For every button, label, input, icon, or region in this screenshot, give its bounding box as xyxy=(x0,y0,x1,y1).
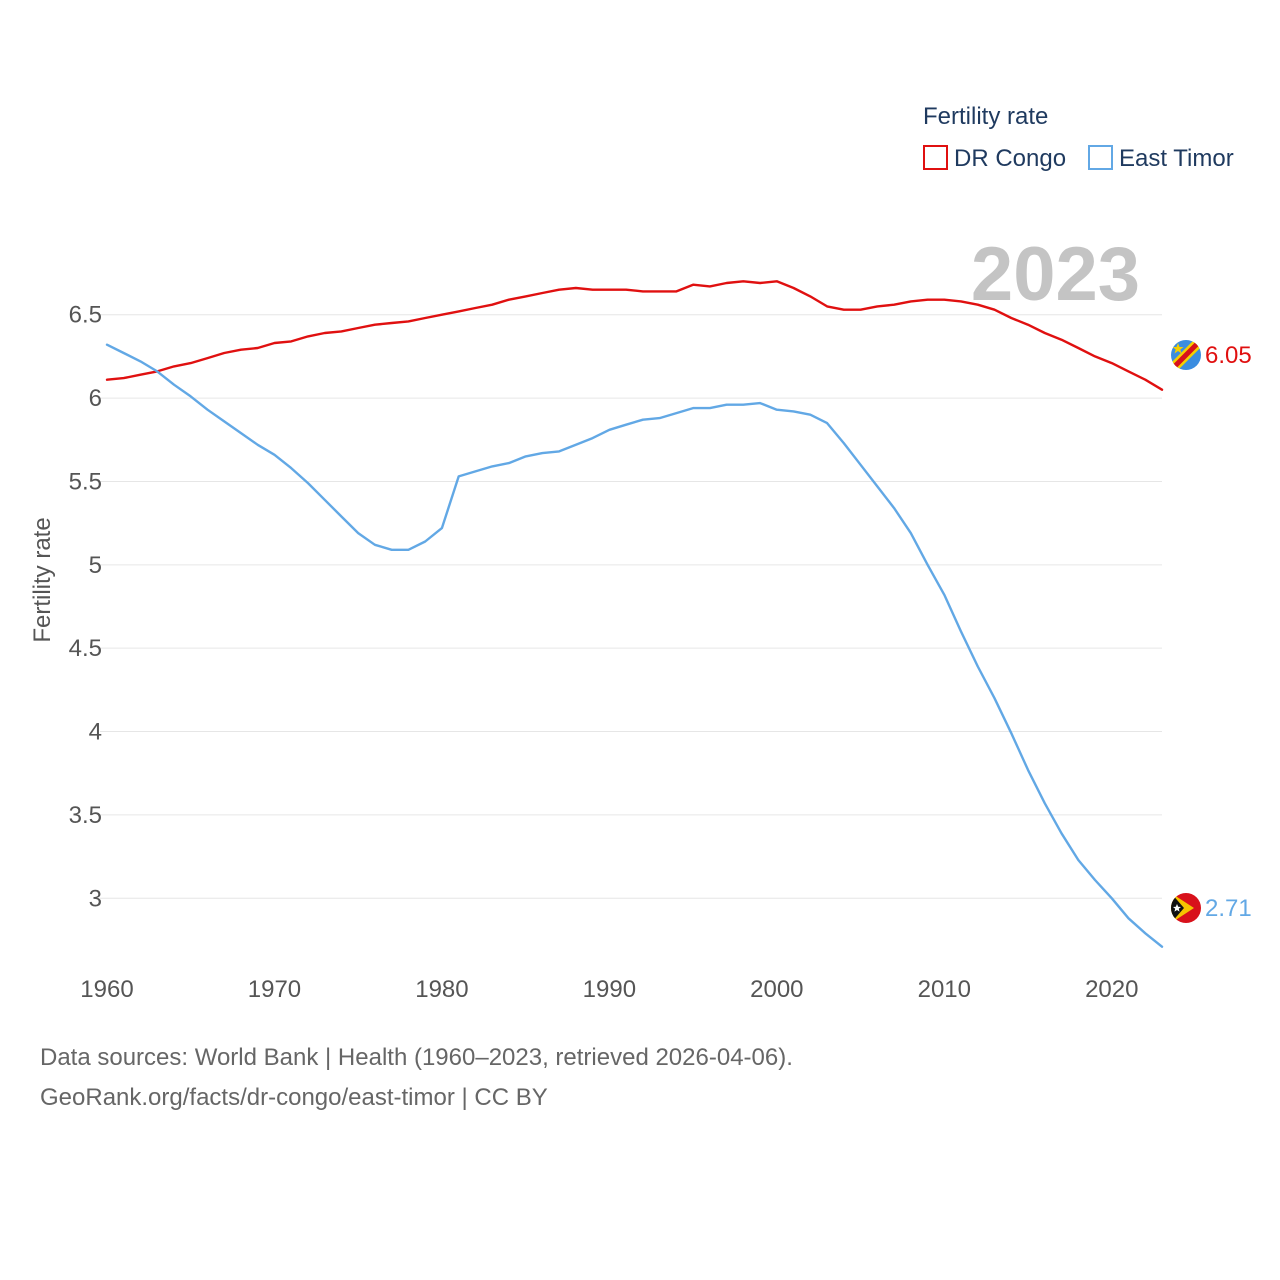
y-tick-label: 5 xyxy=(89,552,102,579)
y-tick-label: 6.5 xyxy=(69,302,102,329)
legend-swatch-dr-congo xyxy=(923,145,948,170)
x-axis-ticks: 1960 1970 1980 1990 2000 2010 2020 xyxy=(80,976,1138,1003)
end-label-east-timor: 2.71 xyxy=(1205,895,1252,922)
x-tick-label: 1980 xyxy=(415,976,468,1003)
x-tick-label: 2010 xyxy=(918,976,971,1003)
grid-lines xyxy=(100,314,1162,899)
x-tick-label: 2020 xyxy=(1085,976,1138,1003)
y-axis-title: Fertility rate xyxy=(29,517,56,642)
x-tick-label: 1960 xyxy=(80,976,133,1003)
y-axis-ticks: 3 3.5 4 4.5 5 5.5 6 6.5 xyxy=(69,302,102,913)
legend-label-east-timor[interactable]: East Timor xyxy=(1119,145,1234,172)
y-tick-label: 6 xyxy=(89,385,102,412)
legend-title: Fertility rate xyxy=(923,103,1048,130)
legend-swatch-east-timor xyxy=(1088,145,1113,170)
y-tick-label: 5.5 xyxy=(69,468,102,495)
series-layer xyxy=(105,280,1164,948)
x-tick-label: 2000 xyxy=(750,976,803,1003)
x-tick-label: 1970 xyxy=(248,976,301,1003)
series-line-dr-congo xyxy=(105,280,1164,391)
year-watermark: 2023 xyxy=(971,232,1140,317)
dr-congo-flag-icon xyxy=(1171,340,1201,370)
series-line-east-timor xyxy=(105,343,1164,948)
y-tick-label: 3 xyxy=(89,885,102,912)
x-tick-label: 1990 xyxy=(583,976,636,1003)
legend: Fertility rate DR Congo East Timor xyxy=(923,103,1234,172)
y-tick-label: 3.5 xyxy=(69,802,102,829)
y-tick-label: 4.5 xyxy=(69,635,102,662)
y-tick-label: 4 xyxy=(89,719,102,746)
legend-label-dr-congo[interactable]: DR Congo xyxy=(954,145,1066,172)
end-label-dr-congo: 6.05 xyxy=(1205,342,1252,369)
source-url[interactable]: GeoRank.org/facts/dr-congo/east-timor | … xyxy=(40,1084,548,1111)
source-note: Data sources: World Bank | Health (1960–… xyxy=(40,1044,793,1071)
east-timor-flag-icon xyxy=(1171,893,1201,923)
